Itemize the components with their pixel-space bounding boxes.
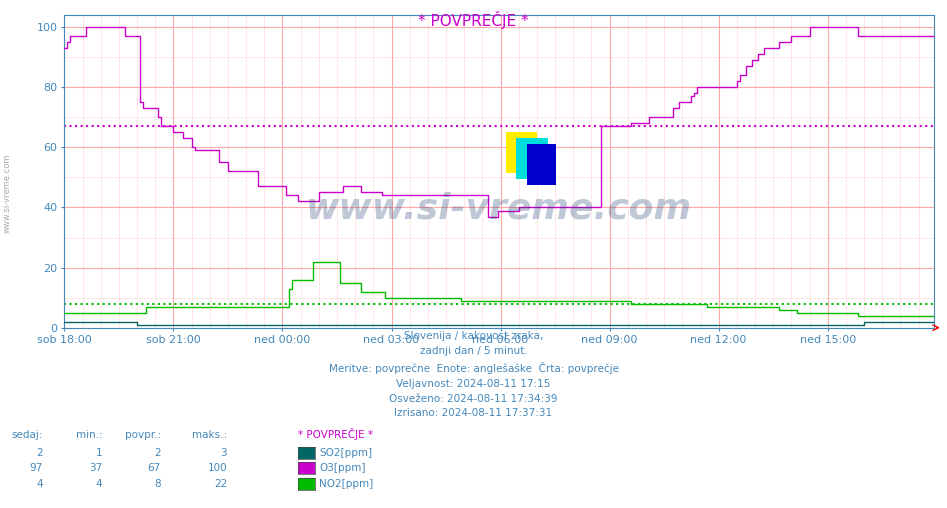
Text: * POVPREČJE *: * POVPREČJE * <box>298 428 373 440</box>
Text: SO2[ppm]: SO2[ppm] <box>319 448 372 458</box>
Text: * POVPREČJE *: * POVPREČJE * <box>419 11 528 29</box>
Text: sedaj:: sedaj: <box>11 430 43 440</box>
Text: 97: 97 <box>29 463 43 473</box>
Text: povpr.:: povpr.: <box>125 430 161 440</box>
Text: Slovenija / kakovost zraka,
zadnji dan / 5 minut.
Meritve: povprečne  Enote: ang: Slovenija / kakovost zraka, zadnji dan /… <box>329 331 618 419</box>
Text: 67: 67 <box>148 463 161 473</box>
Text: 22: 22 <box>214 479 227 489</box>
Text: www.si-vreme.com: www.si-vreme.com <box>3 153 12 233</box>
Text: 2: 2 <box>36 448 43 458</box>
Text: www.si-vreme.com: www.si-vreme.com <box>306 192 692 226</box>
Text: 4: 4 <box>36 479 43 489</box>
Bar <box>506 132 537 173</box>
Text: 4: 4 <box>96 479 102 489</box>
Bar <box>516 138 547 179</box>
Text: O3[ppm]: O3[ppm] <box>319 463 366 473</box>
Text: 3: 3 <box>221 448 227 458</box>
Bar <box>527 144 556 185</box>
Text: 8: 8 <box>154 479 161 489</box>
Text: 2: 2 <box>154 448 161 458</box>
Text: min.:: min.: <box>76 430 102 440</box>
Text: NO2[ppm]: NO2[ppm] <box>319 479 373 489</box>
Text: 37: 37 <box>89 463 102 473</box>
Text: maks.:: maks.: <box>192 430 227 440</box>
Text: 100: 100 <box>207 463 227 473</box>
Text: 1: 1 <box>96 448 102 458</box>
